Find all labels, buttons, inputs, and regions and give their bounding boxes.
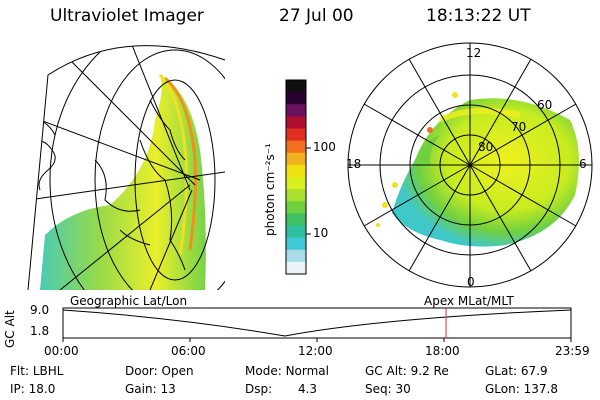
info-glat: GLat: 67.9 (485, 364, 548, 378)
aurora-emission-left (40, 75, 206, 290)
colorbar-unit-label: photon cm⁻²s⁻¹ (263, 143, 277, 236)
time-tick: 12:00 (298, 344, 333, 358)
colorbar-band (286, 237, 306, 251)
colorbar-band (286, 164, 306, 178)
colorbar-band (286, 80, 306, 93)
time-label: 18:13:22 UT (426, 6, 531, 26)
colorbar-band (286, 92, 306, 105)
instrument-title: Ultraviolet Imager (50, 6, 204, 26)
info-glon: GLon: 137.8 (485, 382, 558, 396)
info-gc-alt: GC Alt: 9.2 Re (365, 364, 449, 378)
info-door: Door: Open (125, 364, 194, 378)
lat-label-70: 70 (511, 120, 527, 134)
info-seq: Seq: 30 (365, 382, 411, 396)
colorbar-tick-low: 10 (313, 226, 329, 240)
right-panel-label: Apex MLat/MLT (424, 294, 514, 308)
info-dsp: Dsp: 4.3 (245, 382, 318, 396)
lat-label-60: 60 (537, 98, 553, 112)
aurora-bright-arc (163, 76, 197, 251)
map-frame (27, 45, 226, 291)
time-tick: 23:59 (555, 344, 590, 358)
time-tick: 00:00 (44, 344, 79, 358)
info-mode: Mode: Normal (245, 364, 329, 378)
colorbar-band (286, 177, 306, 190)
colorbar-band (286, 261, 306, 275)
colorbar-band (286, 128, 306, 142)
aurora-emission-right (392, 98, 579, 247)
colorbar-band (286, 225, 306, 239)
colorbar-band (286, 152, 306, 166)
colorbar-band (286, 140, 306, 154)
date-label: 27 Jul 00 (279, 6, 354, 26)
colorbar-band (286, 189, 306, 202)
geographic-map (28, 45, 225, 291)
lat-label-80: 80 (478, 140, 494, 154)
info-flt: Flt: LBHL (10, 364, 64, 378)
colorbar-band (286, 213, 306, 227)
altitude-tick-high: 9.0 (30, 303, 50, 317)
altitude-curve (62, 309, 572, 337)
colorbar-band (286, 249, 306, 263)
time-tick: 06:00 (171, 344, 206, 358)
mlt-label-12: 12 (466, 46, 482, 60)
mlt-label-6: 6 (579, 157, 587, 171)
colorbar-band (286, 104, 306, 117)
time-tick: 18:00 (425, 344, 460, 358)
mlt-label-18: 18 (346, 157, 362, 171)
info-ip: IP: 18.0 (10, 382, 56, 396)
info-gain: Gain: 13 (125, 382, 176, 396)
polar-plot (347, 42, 593, 288)
colorbar-tick-high: 100 (313, 140, 336, 154)
mlt-label-0: 0 (467, 275, 475, 289)
altitude-plot (62, 307, 572, 342)
altitude-tick-low: 1.8 (30, 324, 50, 338)
colorbar-band (286, 116, 306, 130)
altitude-axis-label: GC Alt (3, 310, 17, 348)
colorbar (286, 80, 306, 275)
colorbar-band (286, 201, 306, 214)
left-panel-label: Geographic Lat/Lon (70, 294, 188, 308)
